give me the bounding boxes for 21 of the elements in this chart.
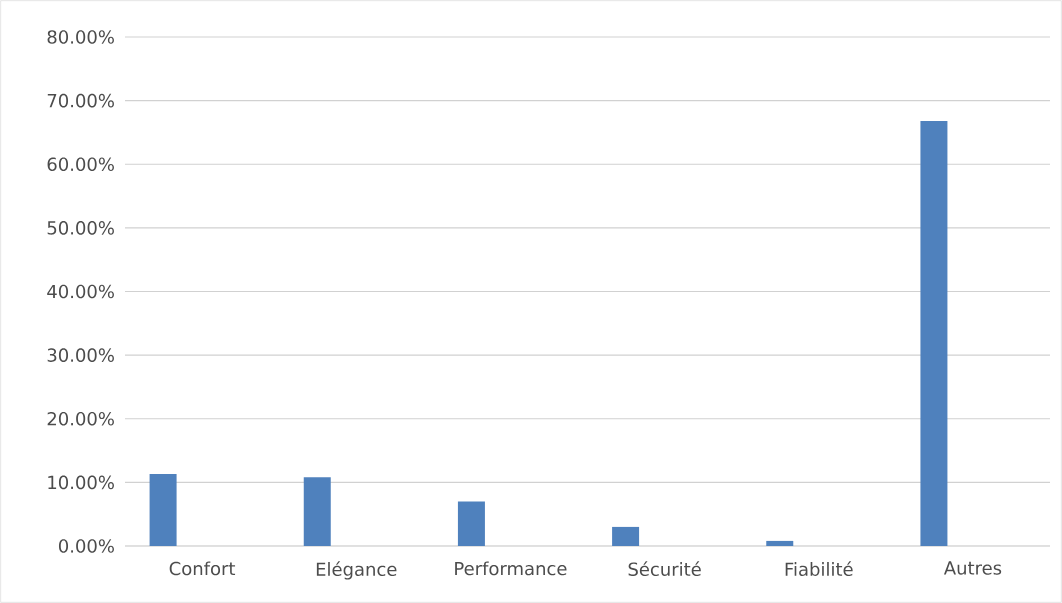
x-tick-label: Autres: [943, 561, 1002, 575]
bar: [303, 477, 331, 546]
x-tick-label: Elégance: [316, 561, 397, 580]
y-tick-label: 60.00%: [47, 157, 114, 172]
y-tick-label: 10.00%: [48, 475, 114, 490]
y-tick-label: 20.00%: [47, 411, 114, 426]
bar: [457, 501, 485, 546]
y-tick-label: 30.00%: [47, 348, 114, 362]
x-tick-label: Confort: [169, 561, 236, 576]
bar: [920, 120, 948, 546]
x-tick-label: Sécurité: [628, 561, 701, 577]
x-tick-label: Performance: [455, 561, 567, 576]
bar: [149, 474, 177, 546]
y-tick-label: 40.00%: [47, 284, 114, 299]
y-tick-label: 70.00%: [47, 93, 114, 108]
bar: [766, 540, 794, 546]
y-tick-label: 50.00%: [47, 221, 114, 235]
x-tick-label: Fiabilité: [785, 561, 853, 577]
bar: [612, 526, 640, 546]
y-tick-label: 80.00%: [47, 30, 114, 44]
y-tick-label: 0.00%: [58, 539, 114, 553]
